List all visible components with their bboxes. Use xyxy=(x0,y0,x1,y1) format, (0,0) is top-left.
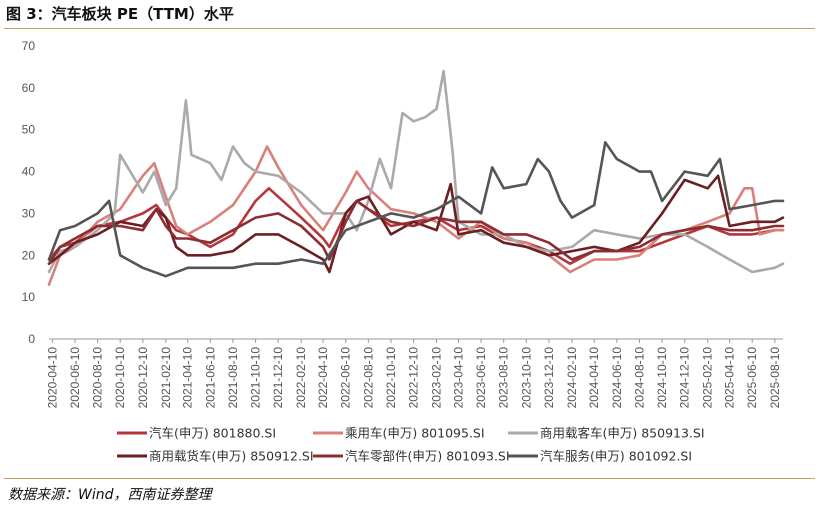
x-tick-label: 2025-04-10 xyxy=(723,347,737,409)
x-tick-label: 2022-08-10 xyxy=(361,347,375,409)
y-tick-label: 0 xyxy=(28,332,35,346)
x-tick-label: 2023-08-10 xyxy=(497,347,511,409)
y-tick-label: 60 xyxy=(22,81,36,95)
x-tick-label: 2024-10-10 xyxy=(655,347,669,409)
x-tick-label: 2022-06-10 xyxy=(339,347,353,409)
x-tick-label: 2023-10-10 xyxy=(519,347,533,409)
x-tick-label: 2021-08-10 xyxy=(226,347,240,409)
x-tick-label: 2020-08-10 xyxy=(91,347,105,409)
x-tick-label: 2021-12-10 xyxy=(271,347,285,409)
x-tick-label: 2021-02-10 xyxy=(159,347,173,409)
x-tick-label: 2024-08-10 xyxy=(632,347,646,409)
x-axis: 2020-04-10 2020-06-10 2020-08-10 2020-10-10… xyxy=(45,338,783,409)
legend-label-6: 汽车服务(申万) 801092.SI xyxy=(540,449,692,464)
legend-label-5: 汽车零部件(申万) 801093.SI xyxy=(345,449,510,464)
y-tick-label: 50 xyxy=(22,123,36,137)
x-tick-label: 2024-12-10 xyxy=(678,347,692,409)
x-tick-label: 2023-04-10 xyxy=(451,347,465,409)
legend-label-1: 汽车(申万) 801880.SI xyxy=(149,426,276,441)
x-tick-label: 2021-06-10 xyxy=(203,347,217,409)
x-tick-label: 2022-04-10 xyxy=(316,347,330,409)
series-line-3 xyxy=(47,69,785,274)
y-tick-label: 40 xyxy=(22,165,36,179)
x-tick-label: 2020-10-10 xyxy=(113,347,127,409)
x-tick-label: 2021-10-10 xyxy=(249,347,263,409)
series-line-2 xyxy=(47,145,785,286)
x-tick-label: 2024-04-10 xyxy=(587,347,601,409)
x-tick-label: 2024-06-10 xyxy=(610,347,624,409)
series-line-5 xyxy=(47,199,785,265)
x-tick-label: 2020-12-10 xyxy=(136,347,150,409)
legend-label-2: 乘用车(申万) 801095.SI xyxy=(345,426,485,441)
series-lines xyxy=(47,69,785,286)
x-tick-label: 2025-02-10 xyxy=(701,347,715,409)
x-tick-label: 2025-06-10 xyxy=(745,347,759,409)
x-tick-label: 2021-04-10 xyxy=(181,347,195,409)
x-tick-label: 2025-08-10 xyxy=(768,347,782,409)
legend-label-4: 商用载货车(申万) 850912.SI xyxy=(149,449,314,464)
y-axis: 0 10 20 30 40 50 60 70 xyxy=(22,39,36,346)
series-line-4 xyxy=(47,174,785,274)
series-line-6 xyxy=(47,141,785,278)
y-tick-label: 70 xyxy=(22,39,36,53)
y-tick-label: 30 xyxy=(22,206,36,220)
top-divider xyxy=(4,28,815,29)
x-tick-label: 2022-10-10 xyxy=(384,347,398,409)
bottom-divider xyxy=(4,478,815,479)
x-tick-label: 2022-12-10 xyxy=(407,347,421,409)
legend: 汽车(申万) 801880.SI 乘用车(申万) 801095.SI 商用载客车(申… xyxy=(117,426,705,464)
x-tick-label: 2020-04-10 xyxy=(45,347,59,409)
x-tick-label: 2024-02-10 xyxy=(565,347,579,409)
x-tick-label: 2023-06-10 xyxy=(474,347,488,409)
x-tick-label: 2020-06-10 xyxy=(68,347,82,409)
legend-label-3: 商用载客车(申万) 850913.SI xyxy=(540,426,705,441)
y-tick-label: 20 xyxy=(22,248,36,262)
x-tick-label: 2022-02-10 xyxy=(294,347,308,409)
y-tick-label: 10 xyxy=(22,290,36,304)
figure-title: 图 3：汽车板块 PE（TTM）水平 xyxy=(6,5,234,23)
x-tick-label: 2023-02-10 xyxy=(430,347,444,409)
x-tick-label: 2023-12-10 xyxy=(542,347,556,409)
data-source-note: 数据来源：Wind，西南证券整理 xyxy=(8,487,212,503)
